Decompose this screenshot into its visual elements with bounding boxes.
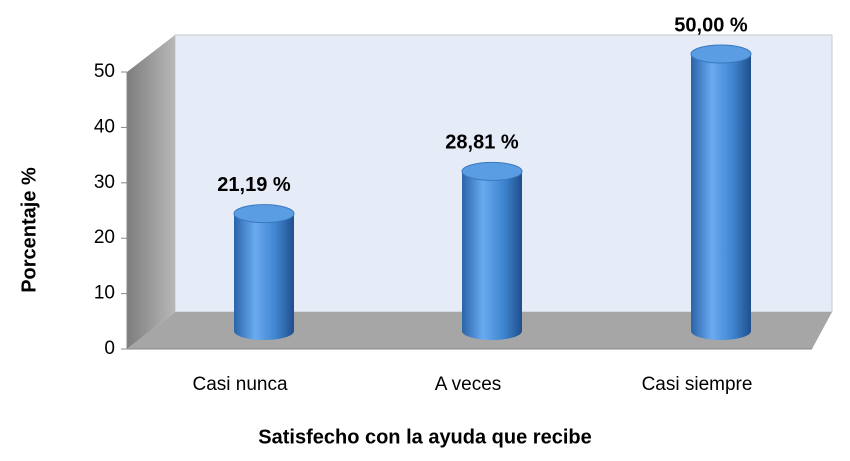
bar [691,54,751,340]
x-tick-label: Casi siempre [642,374,753,395]
value-label: 50,00 % [674,14,748,36]
y-tick-label: 10 [94,283,115,304]
y-tick-label: 50 [94,61,115,82]
y-tick-label: 0 [104,338,115,359]
x-tick-label: Casi nunca [192,374,287,395]
x-tick-label: A veces [435,374,502,395]
bar-top [233,204,295,224]
bar-top [461,161,523,181]
bar [234,213,294,340]
y-axis-title: Porcentaje % [18,167,40,293]
value-label: 21,19 % [217,174,291,196]
x-axis-title: Satisfecho con la ayuda que recibe [258,426,591,448]
value-label: 28,81 % [445,132,519,154]
bar-top [690,44,752,64]
bar [462,171,522,340]
y-tick-label: 20 [94,227,115,248]
side-wall [127,35,175,349]
y-tick-label: 30 [94,172,115,193]
y-tick-label: 40 [94,116,115,137]
